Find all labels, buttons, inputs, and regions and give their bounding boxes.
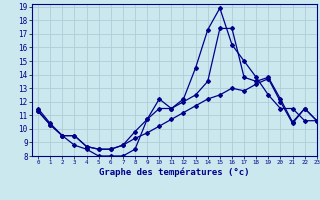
X-axis label: Graphe des températures (°c): Graphe des températures (°c) bbox=[99, 168, 250, 177]
